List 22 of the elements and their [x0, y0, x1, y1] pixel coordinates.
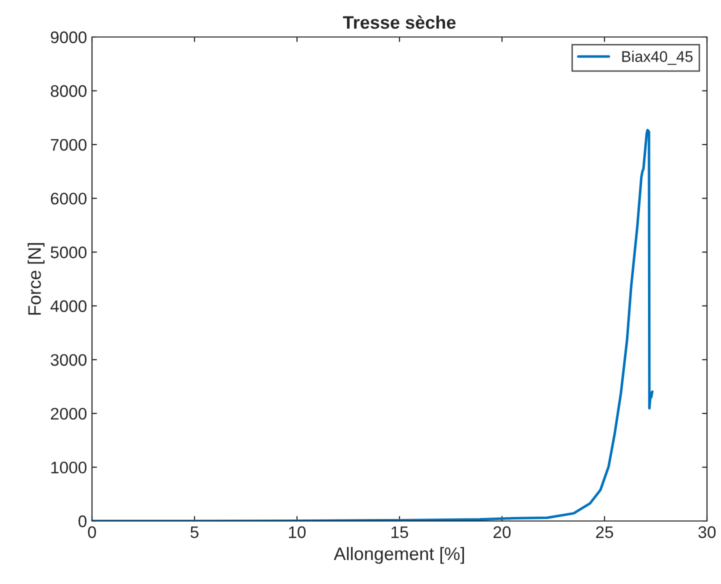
y-tick-label: 0	[78, 515, 86, 528]
line-series	[92, 128, 654, 521]
y-tick-label: 3000	[50, 354, 86, 366]
y-tick-label: 9000	[50, 31, 86, 44]
x-tick-label: 20	[494, 526, 511, 538]
x-tick-label: 10	[289, 526, 306, 538]
y-tick-label: 2000	[50, 408, 86, 420]
y-tick-label: 5000	[50, 246, 86, 258]
x-axis-title: Allongement [%]	[334, 546, 464, 564]
chart-title: Tresse sèche	[342, 15, 456, 29]
legend-label: Biax40_45	[622, 50, 693, 65]
y-tick-label: 1000	[51, 462, 86, 474]
x-tick-label: 5	[190, 526, 198, 538]
y-tick-label: 6000	[50, 192, 86, 205]
y-tick-label: 7000	[50, 138, 86, 151]
y-tick-label: 4000	[50, 300, 86, 312]
x-tick-label: 25	[596, 526, 614, 538]
y-tick-label: 8000	[50, 85, 86, 97]
x-tick-label: 30	[698, 526, 716, 538]
x-tick-label: 15	[392, 526, 408, 538]
y-axis-title: Force [N]	[28, 243, 45, 315]
x-tick-label: 0	[88, 526, 96, 538]
